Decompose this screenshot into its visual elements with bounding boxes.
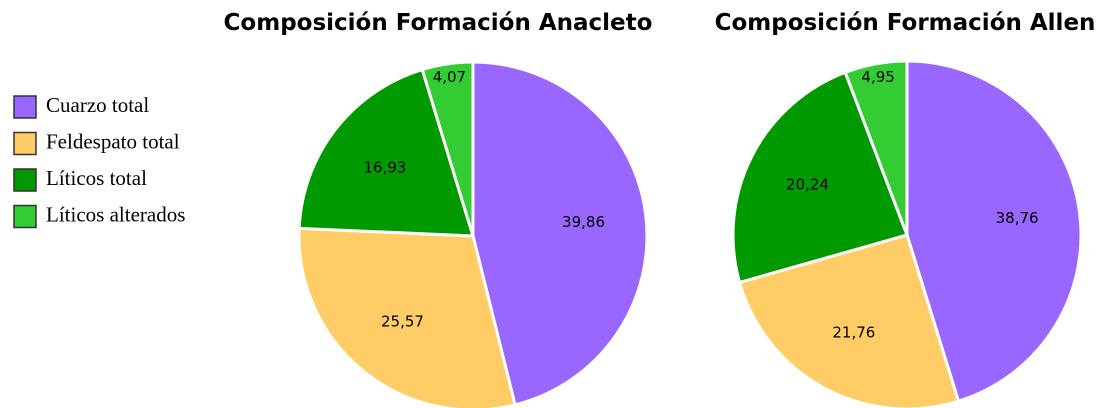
pie-slice: [297, 67, 476, 238]
legend-swatch: [13, 168, 37, 192]
pie-slice: [843, 59, 909, 236]
data-label: 25,57: [381, 313, 424, 331]
chart-title: Composición Formación Anacleto: [224, 10, 653, 36]
legend-swatch: [13, 204, 37, 229]
legend-swatch: [13, 131, 37, 156]
legend-label: Líticos total: [46, 166, 147, 190]
data-label: 16,93: [364, 158, 407, 176]
data-label: 21,76: [832, 323, 875, 341]
data-label: 20,24: [786, 175, 829, 193]
chart-title: Composición Formación Allen: [715, 10, 1096, 36]
data-label: 4,95: [861, 68, 894, 86]
pie-slice: [297, 226, 517, 408]
data-label: 38,76: [996, 209, 1039, 227]
data-label: 4,07: [433, 68, 466, 86]
legend-label: Cuarzo total: [46, 93, 149, 117]
pie-slice: [905, 59, 1083, 404]
legend-swatch: [13, 95, 37, 119]
pie-slice: [471, 60, 649, 407]
legend-label: Feldespato total: [46, 129, 180, 153]
legend-label: Líticos alterados: [46, 202, 185, 226]
data-label: 39,86: [562, 213, 605, 231]
pie-slice: [731, 70, 909, 285]
pie-slice: [420, 60, 475, 237]
